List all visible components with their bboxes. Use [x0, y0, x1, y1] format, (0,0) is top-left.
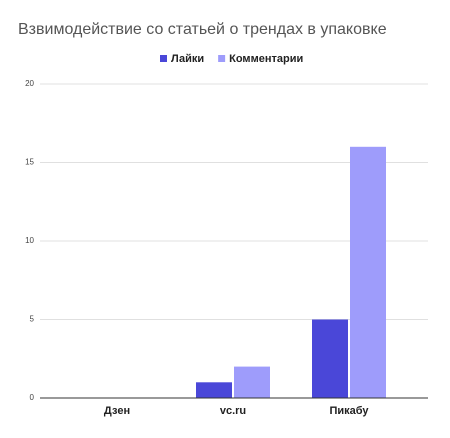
legend-label: Комментарии [229, 53, 303, 65]
y-tick-label: 10 [25, 236, 34, 245]
legend-swatch [160, 55, 167, 62]
y-tick-label: 0 [30, 393, 35, 402]
y-tick-label: 20 [25, 79, 34, 88]
x-tick-label: Дзен [104, 405, 130, 417]
bar [196, 382, 232, 398]
bar [312, 319, 348, 398]
y-tick-label: 15 [25, 158, 34, 167]
bar [350, 146, 386, 398]
legend-swatch [218, 55, 226, 62]
x-tick-label: Пикабу [329, 405, 369, 417]
x-tick-label: vc.ru [220, 405, 246, 417]
legend-label: Лайки [171, 53, 204, 65]
bar [234, 366, 270, 398]
chart-title: Взвимодействие со статьей о трендах в уп… [18, 21, 387, 38]
y-tick-label: 5 [30, 315, 35, 324]
